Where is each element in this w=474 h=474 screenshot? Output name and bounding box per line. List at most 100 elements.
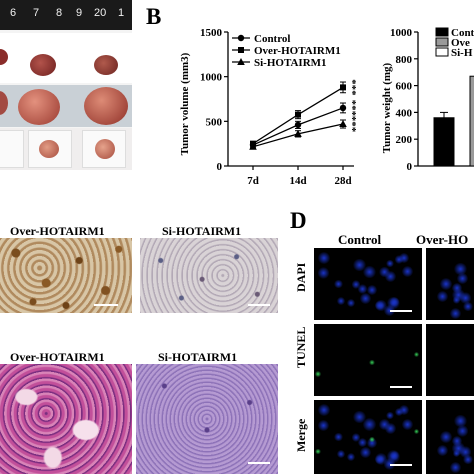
significance-mark: ***: [346, 116, 358, 133]
volume-series: *********: [249, 79, 358, 150]
cell-nucleus: [449, 461, 461, 473]
cell-nucleus: [317, 419, 330, 432]
cell-nucleus: [375, 453, 388, 465]
scale-bar: [390, 464, 412, 466]
legend-label: Control: [451, 27, 474, 39]
cell-nucleus: [360, 293, 371, 305]
legend-label: Control: [254, 33, 290, 45]
cell-nucleus: [454, 262, 467, 275]
weight-y-axis-title: Tumor weight (mg): [381, 62, 393, 153]
cell-nucleus: [452, 282, 463, 293]
y-tick-label: 1000: [390, 27, 413, 39]
panel-letter-b: B: [146, 4, 162, 29]
cell-nucleus: [449, 307, 461, 319]
y-tick-label: 400: [396, 107, 413, 119]
he-si-label: Si-HOTAIRM1: [158, 350, 238, 364]
cell-nucleus: [385, 423, 397, 435]
cell-nucleus: [394, 255, 404, 264]
panel-letter-d: D: [290, 208, 307, 233]
weight-ticks: 0 200 400 600 800 1000: [390, 27, 418, 173]
cell-nucleus: [357, 437, 368, 448]
he-over-image: [0, 364, 132, 474]
cell-nucleus: [317, 403, 330, 416]
volume-y-axis-title: Tumor volume (mm3): [179, 52, 191, 155]
ihc-over-image: [0, 238, 132, 313]
cell-nucleus: [367, 285, 377, 295]
y-tick-label: 800: [396, 54, 413, 66]
scale-bar: [390, 310, 412, 312]
scale-bar: [390, 386, 412, 388]
y-tick-label: 500: [206, 116, 223, 128]
tray-card: [28, 130, 72, 168]
cell-nucleus: [454, 415, 467, 428]
cell-nucleus: [463, 455, 473, 465]
cell-nucleus: [317, 267, 330, 279]
cell-nucleus: [379, 419, 390, 430]
ruler-number: 7: [33, 7, 40, 19]
weight-bars: [433, 75, 474, 167]
data-point: [340, 84, 346, 91]
cell-nucleus: [399, 405, 409, 415]
cell-nucleus: [436, 444, 448, 456]
tumor-tray-si: [0, 128, 132, 170]
volume-ticks: 0 500 1000 1500 7d 14d 28d: [200, 27, 352, 187]
cell-nucleus: [353, 258, 366, 271]
bar: [433, 117, 455, 167]
cell-nucleus: [351, 433, 361, 442]
data-point: [237, 58, 245, 65]
cell-nucleus: [383, 458, 395, 470]
ruler-number: 9: [76, 7, 83, 19]
tumor-sample: [84, 87, 128, 125]
cell-nucleus: [452, 435, 463, 447]
cell-nucleus: [353, 410, 366, 424]
cell-nucleus: [379, 266, 390, 278]
y-tick-label: 1500: [200, 27, 223, 39]
cell-nucleus: [360, 446, 371, 458]
legend-label: Ove: [451, 37, 470, 49]
ruler-number: 8: [56, 7, 63, 19]
fluo-row-merge: Merge: [294, 418, 308, 452]
ruler-number: 6: [10, 7, 17, 19]
tray-card: [82, 130, 126, 168]
y-tick-label: 1000: [200, 72, 223, 84]
fluo-dapi-over: [426, 248, 474, 320]
bar: [469, 75, 474, 167]
y-tick-label: 600: [396, 81, 413, 93]
he-si-image: [136, 364, 278, 474]
cell-nucleus: [368, 436, 375, 443]
cell-nucleus: [436, 291, 448, 303]
x-tick-label: 7d: [247, 175, 259, 187]
x-tick-label: 28d: [334, 175, 351, 187]
cell-nucleus: [453, 296, 461, 304]
tumor-sample: [0, 91, 8, 115]
cell-nucleus: [440, 430, 453, 443]
cell-nucleus: [315, 371, 321, 377]
cell-nucleus: [385, 270, 397, 282]
legend-label: Over-HOTAIRM1: [254, 45, 341, 57]
cell-nucleus: [414, 428, 419, 434]
cell-nucleus: [401, 418, 413, 430]
tumor-tray-over: [0, 85, 132, 127]
cell-nucleus: [346, 452, 355, 461]
legend-swatch: [435, 37, 449, 47]
scale-bar: [248, 462, 270, 464]
cell-nucleus: [456, 272, 468, 284]
he-over-label: Over-HOTAIRM1: [10, 350, 105, 364]
tumor-sample: [18, 89, 60, 125]
cell-nucleus: [346, 299, 355, 308]
fluo-row-dapi: DAPI: [294, 262, 308, 292]
legend-label: Si-H: [451, 47, 473, 59]
legend-label: Si-HOTAIRM1: [254, 57, 327, 69]
tumor-sample: [94, 55, 118, 75]
fluo-col-control: Control: [338, 232, 382, 247]
y-tick-label: 0: [407, 161, 413, 173]
cell-nucleus: [315, 448, 321, 455]
significance-mark: ***: [346, 100, 358, 117]
fluo-tunel-control: [314, 324, 422, 396]
ihc-si-image: [140, 238, 278, 313]
weight-legend: ControlOveSi-H: [435, 27, 474, 59]
ruler-number: 20: [94, 7, 107, 19]
tumor-sample: [39, 140, 59, 158]
cell-nucleus: [357, 284, 368, 295]
